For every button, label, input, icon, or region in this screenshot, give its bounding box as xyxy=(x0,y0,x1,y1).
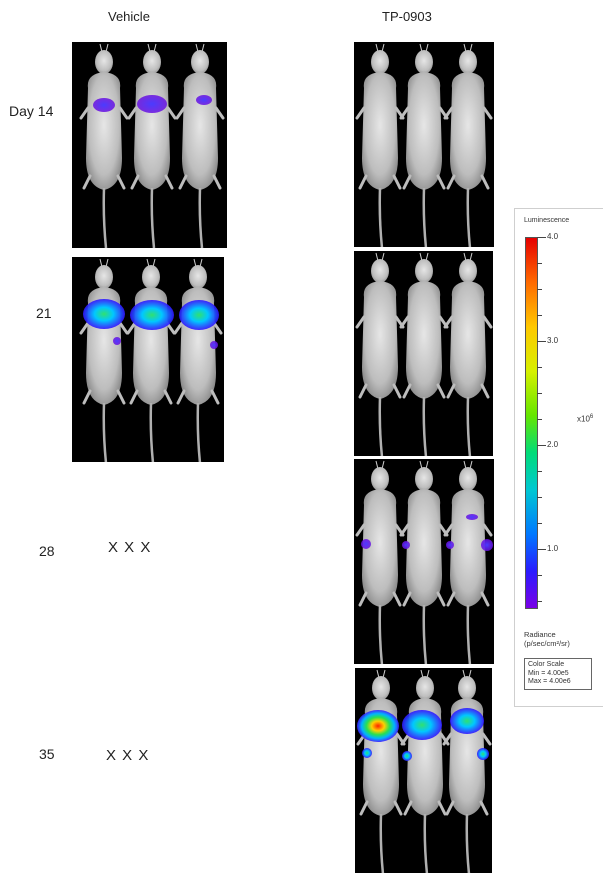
signal-blob xyxy=(93,98,115,112)
signal-blob xyxy=(481,539,493,551)
signal-blob xyxy=(402,710,442,740)
tp0903-day21-mice xyxy=(355,251,493,456)
scale-tick xyxy=(537,341,546,342)
vehicle-day21-image xyxy=(72,257,224,462)
signal-blob xyxy=(361,539,371,549)
row-label-day14: Day 14 xyxy=(9,103,54,119)
vehicle-day14-image xyxy=(72,42,227,248)
scale-exponent: x106 xyxy=(577,414,594,424)
tp0903-day21-image xyxy=(354,251,493,456)
tp0903-column-title: TP-0903 xyxy=(382,9,432,24)
scale-tick-label: 1.0 xyxy=(547,544,559,553)
vehicle-day28-dead-marks: X X X xyxy=(108,539,152,556)
scale-title: Luminescence xyxy=(524,217,570,224)
signal-blob xyxy=(357,710,399,742)
tp0903-day28-image xyxy=(354,459,494,664)
tp0903-day28-mice xyxy=(355,459,493,664)
scale-tick xyxy=(537,445,546,446)
color-scale-box: Color Scale Min = 4.00e5 Max = 4.00e6 xyxy=(524,658,592,690)
signal-blob xyxy=(450,708,484,734)
scale-tick-label: 3.0 xyxy=(547,336,559,345)
vehicle-day21-mice xyxy=(79,257,223,462)
radiance-units: Radiance (p/sec/cm²/sr) xyxy=(524,630,570,648)
color-gradient-bar xyxy=(525,237,538,609)
signal-blob xyxy=(196,95,212,105)
tp0903-day14-image xyxy=(354,42,494,247)
signal-blob xyxy=(83,299,125,329)
tp0903-day35-mice xyxy=(356,668,492,873)
scale-tick xyxy=(537,549,546,550)
signal-blob xyxy=(446,541,454,549)
row-label-day35: 35 xyxy=(39,746,55,762)
luminescence-color-scale: Luminescence 4.0 3.0 2.0 1.0 x106 Radian… xyxy=(514,208,603,707)
scale-tick xyxy=(537,237,546,238)
scale-tick-label: 2.0 xyxy=(547,440,559,449)
tp0903-day14-mice xyxy=(355,42,493,247)
signal-blob xyxy=(137,95,167,113)
vehicle-day14-mice xyxy=(79,42,225,248)
row-label-day21: 21 xyxy=(36,305,52,321)
row-label-day28: 28 xyxy=(39,543,55,559)
scale-tick-label: 4.0 xyxy=(547,232,559,241)
vehicle-column-title: Vehicle xyxy=(108,9,150,24)
tp0903-day35-image xyxy=(355,668,492,873)
vehicle-day35-dead-marks: X X X xyxy=(106,747,150,764)
signal-blob xyxy=(130,300,174,330)
signal-blob xyxy=(402,541,410,549)
signal-blob xyxy=(179,300,219,330)
